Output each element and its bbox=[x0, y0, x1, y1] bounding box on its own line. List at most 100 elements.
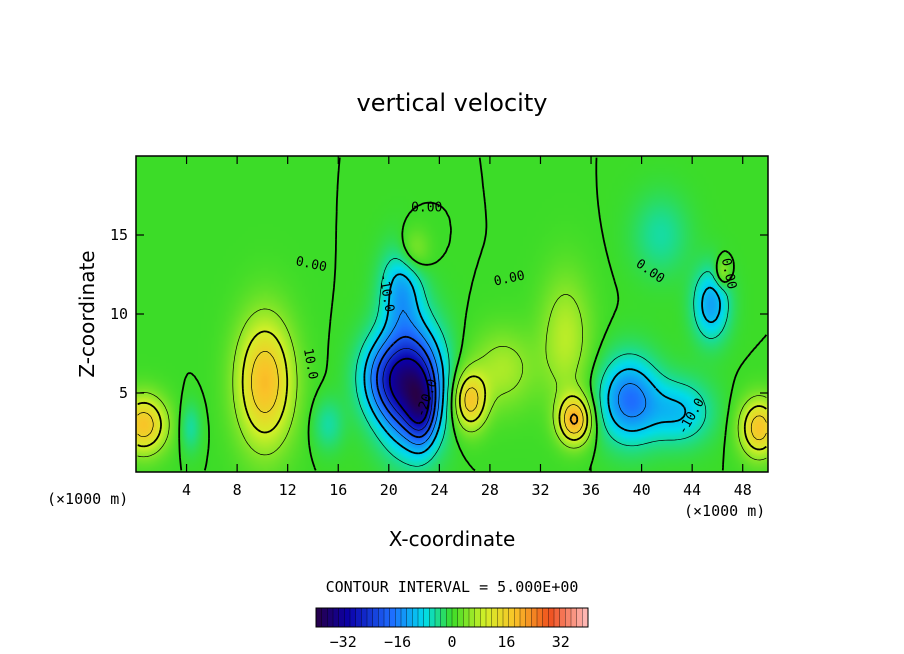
contour-label: 0.00 bbox=[718, 257, 739, 291]
heatmap-field bbox=[136, 156, 768, 472]
colorbar-cell bbox=[553, 607, 561, 628]
colorbar-cell bbox=[457, 607, 464, 628]
colorbar-cells bbox=[315, 607, 589, 628]
colorbar-cell bbox=[565, 607, 572, 628]
colorbar-frame bbox=[315, 607, 589, 628]
contour-line bbox=[376, 335, 437, 439]
contour-line bbox=[355, 258, 729, 467]
colorbar-cell bbox=[514, 607, 521, 628]
colorbar-cell bbox=[395, 607, 402, 628]
colorbar-cell bbox=[372, 607, 379, 628]
x-tick-label: 4 bbox=[182, 481, 191, 499]
colorbar-cell bbox=[400, 607, 408, 628]
colorbar-cell bbox=[383, 607, 391, 628]
colorbar-cell bbox=[542, 607, 549, 628]
colorbar-cell bbox=[446, 607, 453, 628]
colorbar-cell bbox=[536, 607, 544, 628]
contour-line bbox=[382, 347, 433, 431]
colorbar-cell bbox=[582, 607, 589, 628]
contour-line bbox=[569, 413, 579, 426]
chart-title: vertical velocity bbox=[357, 89, 548, 117]
contour-label: -10.0 bbox=[375, 272, 397, 313]
y-axis: 5 10 15 bbox=[110, 226, 768, 402]
x-axis: 4 8 12 16 20 24 28 32 36 40 44 48 bbox=[182, 156, 752, 499]
x-tick-label: 20 bbox=[380, 481, 398, 499]
x-unit-right: (×1000 m) bbox=[684, 502, 765, 520]
contour-line bbox=[178, 157, 768, 472]
contour-line bbox=[363, 273, 721, 455]
contour-interval-label: CONTOUR INTERVAL = 5.000E+00 bbox=[326, 578, 579, 596]
colorbar-cell bbox=[338, 607, 345, 628]
contour-lines bbox=[137, 157, 768, 472]
contour-line bbox=[137, 294, 767, 461]
x-tick-label: 12 bbox=[279, 481, 297, 499]
colorbar-cell bbox=[332, 607, 340, 628]
colorbar-cell bbox=[451, 607, 459, 628]
x-tick-label: 40 bbox=[633, 481, 651, 499]
colorbar-tick-label: 16 bbox=[497, 633, 515, 651]
colorbar-cell bbox=[366, 607, 374, 628]
colorbar-cell bbox=[412, 607, 419, 628]
x-tick-label: 24 bbox=[430, 481, 448, 499]
y-tick-label: 10 bbox=[110, 305, 128, 323]
colorbar-cell bbox=[355, 607, 362, 628]
colorbar-cell bbox=[491, 607, 498, 628]
colorbar-cell bbox=[548, 607, 555, 628]
colorbar-cell bbox=[485, 607, 493, 628]
x-tick-label: 48 bbox=[734, 481, 752, 499]
colorbar-cell bbox=[423, 607, 430, 628]
colorbar-cell bbox=[429, 607, 436, 628]
contour-label: 0.00 bbox=[411, 200, 442, 215]
colorbar-tick-label: 0 bbox=[447, 633, 456, 651]
x-tick-label: 28 bbox=[481, 481, 499, 499]
colorbar-cell bbox=[434, 607, 442, 628]
contour-label: 10.0 bbox=[300, 347, 320, 380]
colorbar-cell bbox=[417, 607, 425, 628]
colorbar-cell bbox=[559, 607, 566, 628]
colorbar-cell bbox=[576, 607, 583, 628]
contour-line bbox=[388, 357, 430, 425]
x-tick-label: 16 bbox=[329, 481, 347, 499]
y-tick-label: 15 bbox=[110, 226, 128, 244]
contour-line bbox=[370, 309, 647, 445]
colorbar-cell bbox=[531, 607, 538, 628]
colorbar-cell bbox=[315, 607, 323, 628]
colorbar-cell bbox=[502, 607, 510, 628]
contour-line bbox=[137, 330, 767, 451]
colorbar-cell bbox=[519, 607, 527, 628]
colorbar: −32 −16 0 16 32 bbox=[315, 607, 589, 651]
y-axis-label: Z-coordinate bbox=[75, 250, 99, 377]
colorbar-cell bbox=[321, 607, 328, 628]
x-tick-label: 44 bbox=[683, 481, 701, 499]
colorbar-cell bbox=[497, 607, 504, 628]
contour-line bbox=[137, 350, 767, 441]
colorbar-tick-label: 32 bbox=[552, 633, 570, 651]
contour-label: 0.00 bbox=[493, 268, 527, 289]
colorbar-cell bbox=[344, 607, 351, 628]
x-tick-label: 8 bbox=[233, 481, 242, 499]
contour-label: 0.00 bbox=[294, 254, 328, 275]
colorbar-cell bbox=[361, 607, 368, 628]
y-tick-label: 5 bbox=[119, 384, 128, 402]
colorbar-ticks: −32 −16 0 16 32 bbox=[330, 633, 570, 651]
colorbar-cell bbox=[570, 607, 578, 628]
colorbar-cell bbox=[463, 607, 470, 628]
colorbar-cell bbox=[474, 607, 481, 628]
colorbar-cell bbox=[440, 607, 447, 628]
colorbar-tick-label: −32 bbox=[330, 633, 357, 651]
colorbar-cell bbox=[349, 607, 357, 628]
x-tick-label: 36 bbox=[582, 481, 600, 499]
colorbar-cell bbox=[468, 607, 476, 628]
x-tick-label: 32 bbox=[531, 481, 549, 499]
colorbar-cell bbox=[327, 607, 334, 628]
colorbar-cell bbox=[389, 607, 396, 628]
colorbar-cell bbox=[525, 607, 532, 628]
colorbar-cell bbox=[480, 607, 487, 628]
colorbar-cell bbox=[406, 607, 413, 628]
x-axis-label: X-coordinate bbox=[389, 527, 516, 551]
colorbar-cell bbox=[378, 607, 385, 628]
colorbar-cell bbox=[508, 607, 515, 628]
x-unit-left: (×1000 m) bbox=[47, 490, 128, 508]
